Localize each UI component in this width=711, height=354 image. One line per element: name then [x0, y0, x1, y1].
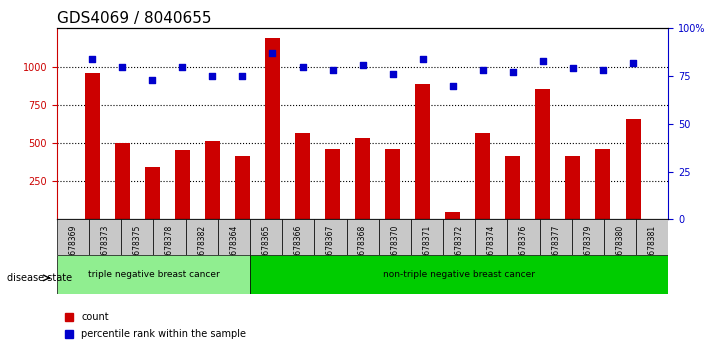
FancyBboxPatch shape — [250, 255, 668, 294]
Text: GSM678374: GSM678374 — [487, 225, 496, 271]
Text: GSM678364: GSM678364 — [230, 225, 238, 271]
FancyBboxPatch shape — [122, 219, 154, 255]
Text: GSM678380: GSM678380 — [616, 225, 624, 271]
Text: GDS4069 / 8040655: GDS4069 / 8040655 — [57, 11, 211, 26]
Bar — [475, 133, 491, 219]
FancyBboxPatch shape — [282, 219, 314, 255]
Text: disease state: disease state — [7, 273, 73, 283]
Point — [207, 73, 218, 79]
Point — [507, 69, 518, 75]
FancyBboxPatch shape — [475, 219, 508, 255]
Bar — [265, 38, 280, 219]
Text: GSM678376: GSM678376 — [519, 225, 528, 271]
Bar — [145, 167, 160, 219]
Text: GSM678369: GSM678369 — [68, 225, 77, 271]
Bar — [175, 150, 190, 219]
Bar — [535, 89, 550, 219]
Bar — [445, 212, 460, 219]
Point — [267, 50, 278, 56]
Point — [597, 68, 609, 73]
FancyBboxPatch shape — [346, 219, 379, 255]
Point — [117, 64, 128, 69]
Text: GSM678373: GSM678373 — [101, 225, 109, 271]
Bar — [506, 156, 520, 219]
FancyBboxPatch shape — [572, 219, 604, 255]
Point — [146, 77, 158, 83]
Text: GSM678377: GSM678377 — [551, 225, 560, 271]
Text: GSM678371: GSM678371 — [422, 225, 432, 271]
Point — [387, 72, 398, 77]
Point — [357, 62, 368, 68]
Bar — [355, 138, 370, 219]
Text: GSM678375: GSM678375 — [133, 225, 141, 271]
Point — [567, 65, 579, 71]
Bar — [565, 156, 580, 219]
Text: count: count — [81, 312, 109, 322]
Bar — [295, 133, 310, 219]
Text: GSM678382: GSM678382 — [197, 225, 206, 271]
Bar — [325, 149, 340, 219]
FancyBboxPatch shape — [636, 219, 668, 255]
Bar — [626, 119, 641, 219]
Text: GSM678381: GSM678381 — [648, 225, 657, 271]
Point — [237, 73, 248, 79]
Text: GSM678379: GSM678379 — [584, 225, 592, 271]
FancyBboxPatch shape — [57, 255, 250, 294]
FancyBboxPatch shape — [379, 219, 411, 255]
Point — [296, 64, 308, 69]
Text: GSM678378: GSM678378 — [165, 225, 174, 271]
FancyBboxPatch shape — [411, 219, 443, 255]
Text: GSM678370: GSM678370 — [390, 225, 400, 271]
Bar — [385, 149, 400, 219]
Bar — [205, 142, 220, 219]
Bar — [114, 143, 129, 219]
FancyBboxPatch shape — [154, 219, 186, 255]
Point — [417, 56, 429, 62]
Text: GSM678367: GSM678367 — [326, 225, 335, 271]
FancyBboxPatch shape — [218, 219, 250, 255]
Point — [176, 64, 188, 69]
FancyBboxPatch shape — [57, 219, 89, 255]
FancyBboxPatch shape — [443, 219, 475, 255]
FancyBboxPatch shape — [604, 219, 636, 255]
Point — [447, 83, 459, 88]
Point — [87, 56, 98, 62]
FancyBboxPatch shape — [508, 219, 540, 255]
Text: GSM678368: GSM678368 — [358, 225, 367, 271]
Point — [627, 60, 638, 65]
FancyBboxPatch shape — [89, 219, 122, 255]
Bar — [415, 84, 430, 219]
Point — [327, 68, 338, 73]
FancyBboxPatch shape — [250, 219, 282, 255]
Text: percentile rank within the sample: percentile rank within the sample — [81, 329, 246, 339]
FancyBboxPatch shape — [540, 219, 572, 255]
Bar — [235, 156, 250, 219]
Bar — [596, 149, 611, 219]
Text: GSM678366: GSM678366 — [294, 225, 303, 271]
Bar — [85, 73, 100, 219]
FancyBboxPatch shape — [186, 219, 218, 255]
Point — [538, 58, 549, 64]
FancyBboxPatch shape — [314, 219, 346, 255]
Text: non-triple negative breast cancer: non-triple negative breast cancer — [383, 270, 535, 279]
Text: GSM678372: GSM678372 — [454, 225, 464, 271]
Text: triple negative breast cancer: triple negative breast cancer — [87, 270, 219, 279]
Point — [477, 68, 488, 73]
Text: GSM678365: GSM678365 — [262, 225, 271, 271]
